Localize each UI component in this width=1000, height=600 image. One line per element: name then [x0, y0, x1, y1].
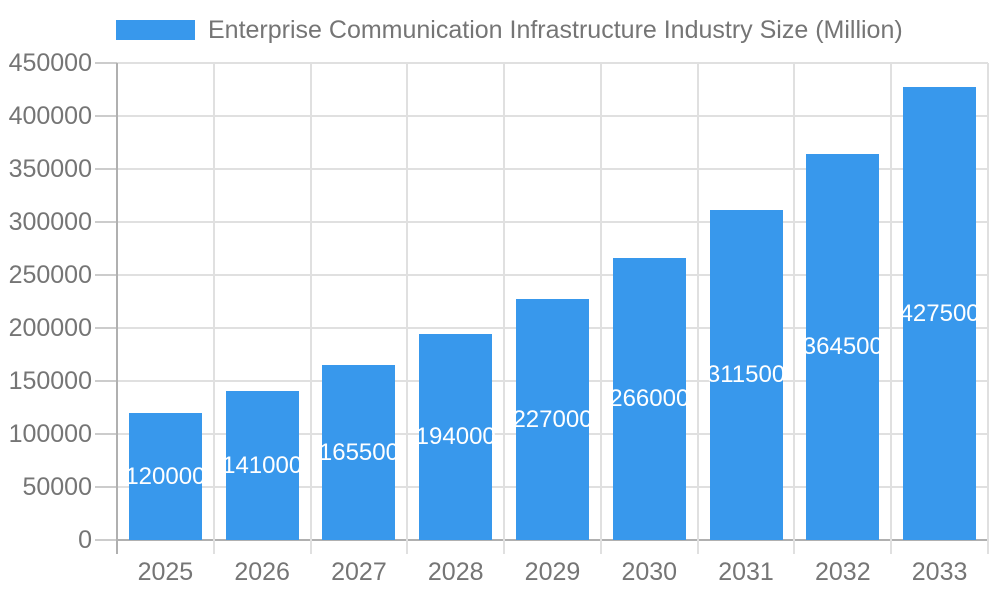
bar-2025[interactable] [128, 413, 202, 540]
x-tick-label-2025: 2025 [137, 558, 194, 586]
bar-2027[interactable] [322, 365, 396, 540]
y-tick-label: 300000 [8, 208, 92, 236]
y-tick-label: 250000 [8, 261, 92, 289]
x-tick-label-2030: 2030 [621, 558, 678, 586]
y-tick-mark [95, 115, 117, 117]
y-tick-label: 450000 [8, 49, 92, 77]
x-tick-label-2031: 2031 [718, 558, 774, 586]
v-gridline [890, 63, 893, 554]
y-tick-mark [95, 274, 117, 276]
x-axis-line [117, 539, 988, 541]
x-tick-label-2028: 2028 [427, 558, 484, 586]
bar-2026[interactable] [225, 391, 299, 540]
y-axis-line [116, 63, 118, 554]
x-tick-label-2032: 2032 [815, 558, 871, 586]
h-gridline [117, 274, 988, 276]
y-tick-label: 350000 [8, 155, 92, 183]
legend-item[interactable]: Enterprise Communication Infrastructure … [116, 16, 903, 45]
y-tick-mark [95, 168, 117, 170]
v-gridline [987, 63, 989, 554]
v-gridline [309, 63, 312, 554]
bar-2029[interactable] [516, 299, 589, 540]
y-tick-label: 100000 [8, 420, 92, 448]
y-tick-mark [95, 486, 117, 488]
v-gridline [793, 63, 796, 554]
y-tick-mark [95, 380, 117, 382]
v-gridline [696, 63, 699, 554]
y-tick-mark [95, 433, 117, 435]
bar-2030[interactable] [612, 258, 686, 540]
v-gridline [212, 63, 215, 554]
h-gridline [117, 168, 988, 170]
legend-label: Enterprise Communication Infrastructure … [208, 15, 903, 44]
y-tick-label: 0 [78, 526, 92, 554]
x-tick-label-2033: 2033 [911, 558, 968, 586]
h-gridline [117, 62, 988, 64]
bar-2028[interactable] [419, 334, 493, 540]
y-tick-mark [95, 62, 117, 64]
y-tick-label: 200000 [8, 314, 92, 342]
h-gridline [117, 115, 988, 117]
y-tick-mark [95, 221, 117, 223]
y-tick-mark [95, 539, 117, 541]
v-gridline [406, 63, 409, 554]
y-tick-label: 400000 [8, 102, 92, 130]
x-tick-label-2027: 2027 [331, 558, 387, 586]
y-tick-mark [95, 327, 117, 329]
v-gridline [503, 63, 506, 554]
h-gridline [117, 221, 988, 223]
legend-swatch-icon [116, 20, 195, 40]
legend: Enterprise Communication Infrastructure … [116, 16, 903, 45]
bar-2033[interactable] [903, 87, 977, 540]
v-gridline [599, 63, 602, 554]
bar-2032[interactable] [806, 154, 880, 540]
y-tick-label: 150000 [8, 367, 92, 395]
x-tick-label-2029: 2029 [524, 558, 581, 586]
y-tick-label: 50000 [22, 473, 92, 501]
x-tick-label-2026: 2026 [234, 558, 290, 586]
bar-2031[interactable] [709, 210, 783, 540]
